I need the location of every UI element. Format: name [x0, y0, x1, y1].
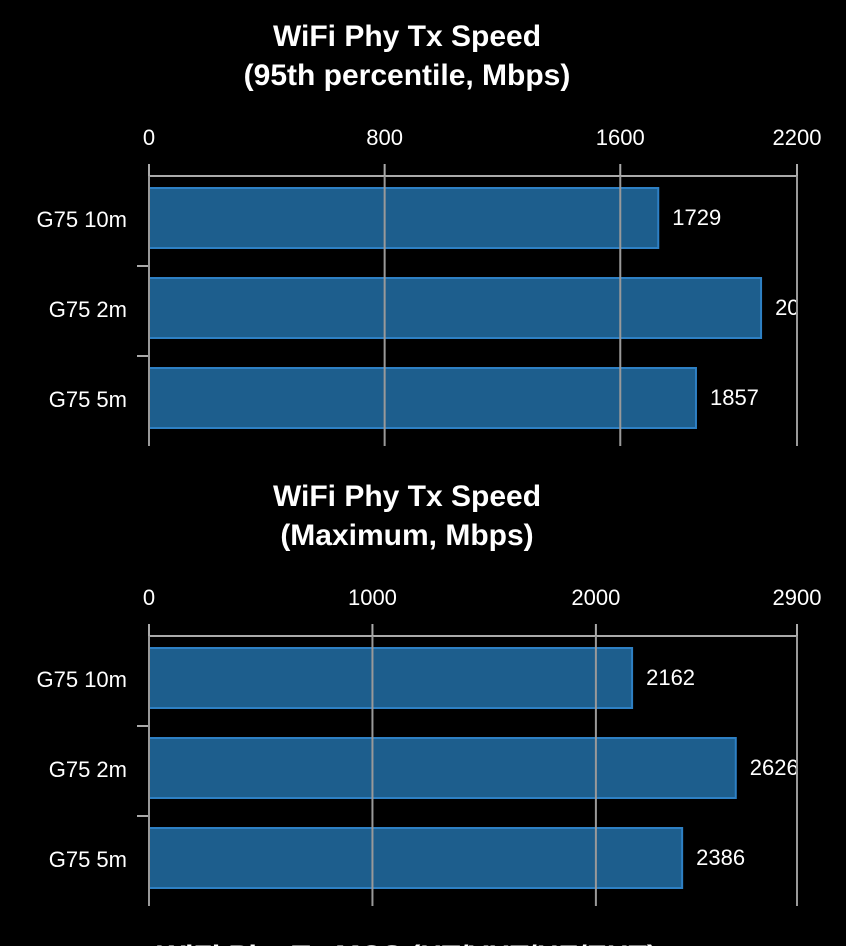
chart: WiFi Phy Tx Speed (95th percentile, Mbps)… — [37, 20, 824, 446]
bar — [148, 187, 660, 249]
bar — [148, 827, 684, 889]
value-label: 2162 — [646, 665, 695, 690]
bar — [148, 647, 634, 709]
x-tick-label: 2900 — [773, 585, 822, 610]
chart: WiFi Phy Tx Speed (Maximum, Mbps) 0 1000 200… — [37, 480, 822, 906]
value-label: 1857 — [710, 385, 759, 410]
y-tick-label: G75 10m — [37, 667, 128, 692]
value-label: 2626 — [750, 755, 799, 780]
chart-title: WiFi Phy Tx Speed — [273, 20, 541, 53]
chart-title: (95th percentile, Mbps) — [244, 59, 571, 92]
x-tick-label: 1600 — [596, 125, 645, 150]
chart-title: WiFi Phy Tx Speed — [273, 480, 541, 513]
x-tick-label: 0 — [143, 125, 155, 150]
bar — [148, 737, 737, 799]
chart-title: WiFi Phy Tx MCS (HT/VHT/HE/EHT) — [157, 940, 657, 946]
bar — [148, 277, 763, 339]
value-label: 2078 — [775, 295, 824, 320]
y-tick-label: G75 2m — [49, 757, 127, 782]
x-tick-label: 800 — [366, 125, 403, 150]
value-label: 1729 — [672, 205, 721, 230]
x-tick-label: 2200 — [773, 125, 822, 150]
y-tick-label: G75 10m — [37, 207, 128, 232]
bar — [148, 367, 697, 429]
chart-title: (Maximum, Mbps) — [280, 519, 533, 552]
value-label: 2386 — [696, 845, 745, 870]
y-tick-label: G75 5m — [49, 387, 127, 412]
x-tick-label: 0 — [143, 585, 155, 610]
x-tick-label: 2000 — [571, 585, 620, 610]
y-tick-label: G75 5m — [49, 847, 127, 872]
x-tick-label: 1000 — [348, 585, 397, 610]
chart: WiFi Phy Tx MCS (HT/VHT/HE/EHT) — [157, 940, 657, 946]
y-tick-label: G75 2m — [49, 297, 127, 322]
